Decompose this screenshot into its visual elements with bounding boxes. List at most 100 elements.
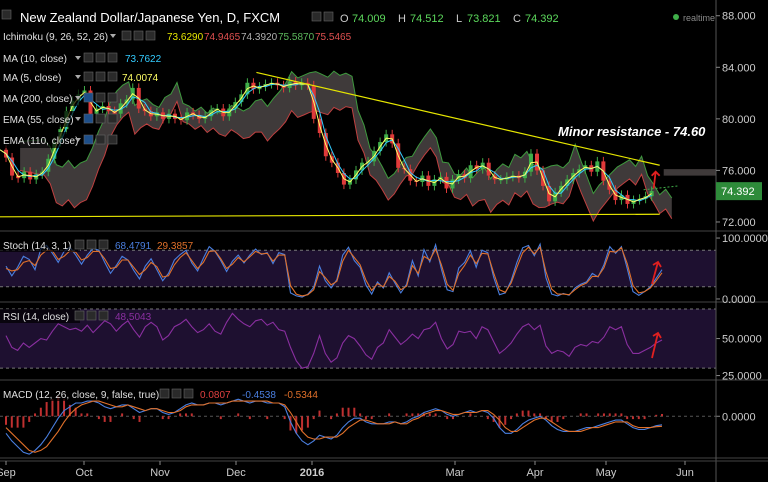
- x-tick-label: Mar: [446, 467, 465, 479]
- indicator-value: 68.4791: [115, 241, 152, 252]
- chevron-down-icon[interactable]: [75, 138, 81, 142]
- indicator-line: [5, 246, 663, 297]
- chart-title: New Zealand Dollar/Japanese Yen, D, FXCM: [20, 10, 280, 25]
- last-price-label: 74.392: [721, 186, 755, 198]
- indicator-control-icon[interactable]: [159, 388, 170, 399]
- indicator-line: [5, 242, 663, 298]
- ichimoku-value: 74.3920: [241, 32, 278, 43]
- ohlc-readout: O 74.009 H 74.512 L 73.821 C 74.392: [340, 13, 559, 25]
- collapse-icon[interactable]: [1, 9, 12, 20]
- indicator-control-icon[interactable]: [107, 52, 118, 63]
- realtime-dot-icon: [673, 14, 679, 20]
- ichimoku-value: 73.6290: [167, 32, 204, 43]
- indicator-control-icon[interactable]: [183, 388, 194, 399]
- indicator-control-icon[interactable]: [133, 30, 144, 41]
- indicator-control-icon[interactable]: [107, 92, 118, 103]
- indicator-name: Ichimoku (9, 26, 52, 26): [3, 32, 108, 43]
- chevron-down-icon[interactable]: [110, 34, 116, 38]
- overbought-band: [0, 250, 716, 287]
- realtime-label: realtime: [683, 13, 715, 23]
- ohlc-close: 74.392: [525, 13, 559, 25]
- indicator-control-icon[interactable]: [86, 310, 97, 321]
- indicator-control-icon[interactable]: [98, 239, 109, 250]
- time-axis[interactable]: Sep Oct Nov Dec 2016 Mar Apr May Jun: [0, 460, 768, 479]
- legend-bg: [0, 90, 80, 106]
- indicator-control-icon[interactable]: [95, 134, 106, 145]
- ma-value: 74.0074: [122, 73, 159, 84]
- indicator-control-icon[interactable]: [83, 134, 94, 145]
- cloud-forward: [663, 169, 716, 176]
- settings-icon: [311, 11, 322, 22]
- y-tick-label: 0.0000: [722, 411, 756, 423]
- indicator-control-icon[interactable]: [107, 71, 118, 82]
- indicator-control-icon[interactable]: [83, 113, 94, 124]
- x-tick-label: Dec: [226, 467, 246, 479]
- title-controls[interactable]: [311, 11, 334, 22]
- indicator-control-icon[interactable]: [83, 71, 94, 82]
- indicator-name: Stoch (14, 3, 1): [3, 241, 71, 252]
- indicator-control-icon[interactable]: [74, 239, 85, 250]
- ma-value: 73.7622: [125, 54, 162, 65]
- x-tick-label: 2016: [300, 467, 324, 479]
- chart-header: New Zealand Dollar/Japanese Yen, D, FXCM…: [1, 9, 715, 25]
- indicator-control-icon[interactable]: [95, 52, 106, 63]
- x-tick-label: Oct: [75, 467, 92, 479]
- chevron-down-icon[interactable]: [75, 117, 81, 121]
- indicator-line: [5, 400, 663, 453]
- y-tick-label: 72.000: [722, 217, 756, 229]
- legend-bg: [0, 238, 80, 252]
- cloud-span-b: [19, 100, 673, 223]
- indicator-name: EMA (110, close): [3, 136, 78, 147]
- hide-icon: [323, 11, 334, 22]
- legend-bg: [0, 111, 80, 127]
- ichimoku-value: 75.5465: [315, 32, 352, 43]
- y-tick-label: 0.0000: [722, 294, 756, 306]
- candle-body: [649, 191, 654, 197]
- indicator-line: [5, 312, 663, 369]
- indicator-name: MA (5, close): [3, 73, 61, 84]
- chevron-down-icon[interactable]: [75, 75, 81, 79]
- legend-bg: [0, 50, 80, 66]
- x-tick-label: Sep: [0, 467, 16, 479]
- up-arrow-head: [652, 260, 662, 268]
- ichimoku-cloud: [20, 71, 672, 221]
- up-arrow-icon: [651, 261, 659, 285]
- up-arrow-icon: [651, 332, 659, 359]
- last-price-tag: [716, 182, 762, 201]
- indicator-control-icon[interactable]: [95, 113, 106, 124]
- support-line: [0, 213, 660, 218]
- legend-bg: [0, 69, 80, 85]
- ohlc-close-label: C: [513, 13, 521, 25]
- indicator-control-icon[interactable]: [98, 310, 109, 321]
- overbought-band: [0, 308, 716, 369]
- indicator-name: EMA (55, close): [3, 115, 74, 126]
- macd-panel: 0.0000 MACD (12, 26, close, 9, false, tru…: [0, 387, 768, 459]
- indicator-control-icon[interactable]: [86, 239, 97, 250]
- indicator-control-icon[interactable]: [83, 52, 94, 63]
- y-tick-label: 88.000: [722, 11, 756, 23]
- indicator-line: [5, 398, 663, 455]
- indicator-control-icon[interactable]: [83, 92, 94, 103]
- indicator-control-icon[interactable]: [107, 134, 118, 145]
- ichimoku-value: 75.5870: [278, 32, 315, 43]
- indicator-value: 29.3857: [157, 241, 194, 252]
- indicator-control-icon[interactable]: [171, 388, 182, 399]
- indicator-name: MACD (12, 26, close, 9, false, true): [3, 390, 159, 401]
- chevron-down-icon[interactable]: [75, 56, 81, 60]
- y-tick-label: 84.000: [722, 62, 756, 74]
- y-tick-label: 80.000: [722, 114, 756, 126]
- indicator-control-icon[interactable]: [74, 310, 85, 321]
- y-tick-label: 50.0000: [722, 334, 762, 346]
- chevron-down-icon[interactable]: [75, 96, 81, 100]
- indicator-name: RSI (14, close): [3, 312, 69, 323]
- indicator-control-icon[interactable]: [121, 30, 132, 41]
- indicator-control-icon[interactable]: [95, 71, 106, 82]
- indicator-control-icon[interactable]: [107, 113, 118, 124]
- indicator-name: MA (10, close): [3, 54, 67, 65]
- price-axis[interactable]: 88.000 84.000 80.000 76.000 72.000 74.392: [715, 0, 762, 482]
- indicator-control-icon[interactable]: [95, 92, 106, 103]
- indicator-control-icon[interactable]: [145, 30, 156, 41]
- ichimoku-value: 74.9465: [204, 32, 241, 43]
- up-arrow-head: [652, 331, 662, 339]
